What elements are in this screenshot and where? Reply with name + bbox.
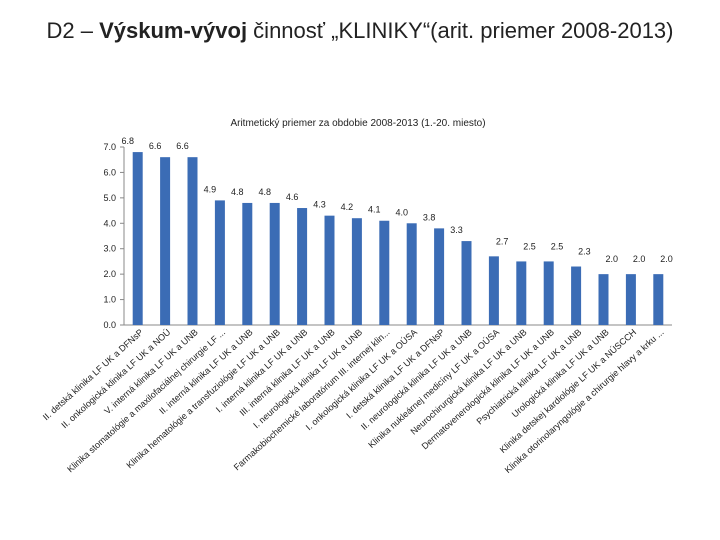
- y-tick-label: 4.0: [103, 218, 116, 228]
- x-tick-label: II. onkologická klinika LF UK a NOÚ: [59, 327, 172, 430]
- value-label: 2.0: [660, 254, 673, 264]
- bar: [160, 157, 171, 325]
- value-label: 4.8: [258, 187, 271, 197]
- value-label: 3.3: [450, 225, 463, 235]
- slide-title: D2 – Výskum-vývoj činnosť „KLINIKY“(arit…: [47, 18, 674, 43]
- value-label: 4.8: [231, 187, 244, 197]
- value-label: 4.2: [341, 202, 354, 212]
- value-label: 2.5: [523, 241, 536, 251]
- bar: [488, 256, 499, 325]
- y-tick-label: 1.0: [103, 295, 116, 305]
- chart-title: Aritmetický priemer za obdobie 2008-2013…: [230, 118, 485, 129]
- value-label: 2.5: [551, 241, 564, 251]
- bar: [187, 157, 198, 325]
- value-label: 4.3: [313, 200, 326, 210]
- bar: [351, 218, 362, 325]
- bar: [406, 223, 417, 325]
- value-label: 4.6: [286, 192, 299, 202]
- bar: [598, 274, 609, 325]
- value-label: 2.7: [496, 236, 509, 246]
- value-label: 3.8: [423, 212, 436, 222]
- y-tick-label: 5.0: [103, 193, 116, 203]
- title-part: činnosť „KLINIKY“(arit. priemer 2008-201…: [247, 18, 673, 43]
- value-label: 4.1: [368, 205, 381, 215]
- y-tick-label: 3.0: [103, 244, 116, 254]
- value-label: 4.0: [395, 207, 408, 217]
- bar: [379, 220, 390, 325]
- bar: [653, 274, 664, 325]
- y-tick-label: 6.0: [103, 167, 116, 177]
- value-label: 6.8: [121, 136, 134, 146]
- bar: [434, 228, 445, 325]
- value-label: 2.0: [633, 254, 646, 264]
- bar: [461, 241, 472, 325]
- bar: [571, 266, 582, 325]
- value-label: 4.9: [204, 184, 217, 194]
- value-label: 2.0: [606, 254, 619, 264]
- bar: [269, 202, 280, 325]
- title-part: D2 –: [47, 18, 100, 43]
- value-label: 2.3: [578, 247, 591, 257]
- bar: [516, 261, 527, 325]
- y-tick-label: 2.0: [103, 269, 116, 279]
- bar: [214, 200, 225, 325]
- value-label: 6.6: [176, 141, 189, 151]
- y-tick-label: 7.0: [103, 142, 116, 152]
- bar: [242, 202, 253, 325]
- bar: [543, 261, 554, 325]
- bar: [297, 208, 308, 325]
- value-label: 6.6: [149, 141, 162, 151]
- title-part: Výskum-vývoj: [99, 18, 247, 43]
- bar: [132, 152, 143, 325]
- bar: [324, 215, 335, 325]
- y-tick-label: 0.0: [103, 320, 116, 330]
- bar: [625, 274, 636, 325]
